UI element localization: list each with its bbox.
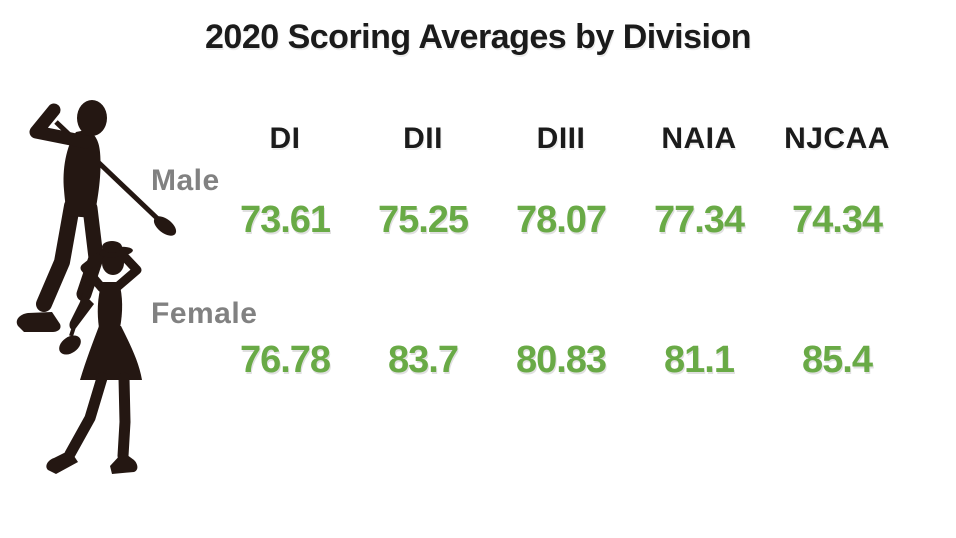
row-label-male: Male (151, 164, 220, 197)
division-header-row: DI DII DIII NAIA NJCAA (216, 122, 916, 156)
male-value-dii: 75.25 (377, 199, 469, 241)
column-header-dii: DII (403, 122, 443, 155)
male-value-di: 73.61 (239, 199, 331, 241)
page-title: 2020 Scoring Averages by Division (205, 18, 752, 56)
column-header-naia: NAIA (661, 122, 737, 155)
female-golfer-icon (46, 241, 142, 474)
column-header-njcaa: NJCAA (784, 122, 890, 155)
row-label-female: Female (151, 297, 258, 330)
male-value-naia: 77.34 (653, 199, 745, 241)
male-value-diii: 78.07 (515, 199, 607, 241)
female-value-dii: 83.7 (388, 339, 459, 381)
column-header-diii: DIII (536, 122, 586, 155)
male-value-njcaa: 74.34 (791, 199, 883, 241)
female-value-naia: 81.1 (664, 339, 735, 381)
column-header-di: DI (269, 122, 301, 155)
female-value-di: 76.78 (239, 339, 331, 381)
female-value-diii: 80.83 (515, 339, 607, 381)
male-values-row: 73.61 75.25 78.07 77.34 74.34 (216, 199, 916, 242)
female-values-row: 76.78 83.7 80.83 81.1 85.4 (216, 339, 916, 382)
female-value-njcaa: 85.4 (802, 339, 873, 381)
